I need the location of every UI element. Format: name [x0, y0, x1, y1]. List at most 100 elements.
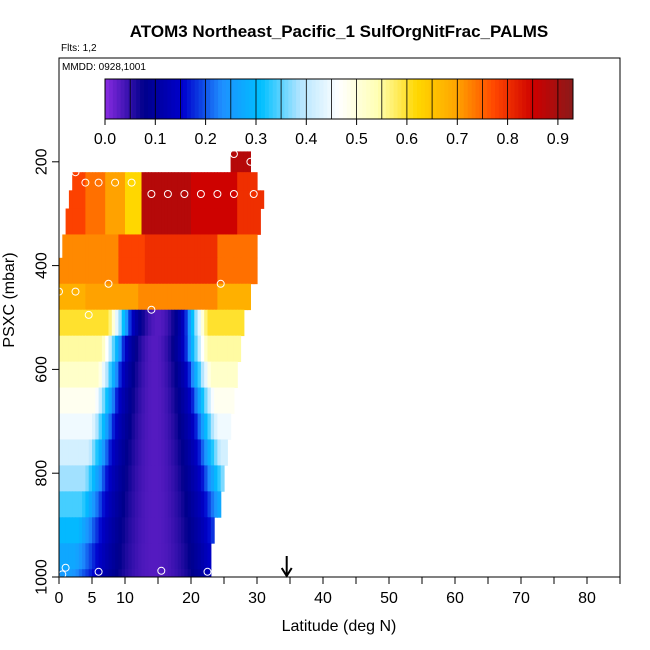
- heatmap-cell: [167, 190, 172, 209]
- heatmap-cell: [68, 335, 73, 363]
- heatmap-cell: [191, 309, 195, 337]
- heatmap-cell: [65, 491, 70, 518]
- heatmap-cell: [78, 569, 83, 578]
- heatmap-cell: [138, 439, 143, 466]
- heatmap-cell: [224, 439, 228, 466]
- heatmap-cell: [108, 283, 113, 311]
- colorbar-segment: [510, 79, 515, 119]
- colorbar-segment: [389, 79, 395, 119]
- heatmap-cell: [197, 172, 202, 191]
- heatmap-cell: [95, 413, 100, 440]
- heatmap-cell: [75, 387, 80, 414]
- x-tick-label: 5: [88, 590, 97, 607]
- heatmap-cell: [118, 172, 123, 191]
- heatmap-cell: [200, 569, 205, 578]
- heatmap-cell: [191, 234, 195, 259]
- heatmap-cell: [154, 172, 159, 191]
- heatmap-cell: [161, 439, 166, 466]
- colorbar-segment: [124, 79, 129, 119]
- latitude-marker: [280, 556, 293, 578]
- colorbar-tick-label: 0.2: [194, 131, 216, 148]
- heatmap-cell: [125, 190, 129, 209]
- heatmap-cell: [181, 172, 185, 191]
- heatmap-cell: [105, 387, 110, 414]
- heatmap-cell: [148, 283, 152, 311]
- heatmap-cell: [65, 517, 70, 544]
- colorbar-segment: [241, 79, 246, 119]
- heatmap-cell: [174, 208, 179, 235]
- colorbar-segment: [436, 79, 441, 119]
- heatmap-cell: [138, 517, 143, 544]
- x-tick-label: 20: [182, 590, 200, 607]
- heatmap-cell: [78, 283, 83, 311]
- date-annotation: MMDD: 0928,1001: [62, 62, 146, 73]
- heatmap-cell: [164, 190, 169, 209]
- heatmap-cell: [243, 283, 248, 311]
- heatmap-cell: [194, 413, 199, 440]
- heatmap-cell: [197, 257, 202, 285]
- heatmap-cell: [260, 190, 265, 209]
- heatmap-cell: [167, 309, 172, 337]
- heatmap-cell: [78, 309, 83, 337]
- heatmap-cell: [131, 465, 136, 492]
- heatmap-cell: [144, 335, 149, 363]
- heatmap-cell: [59, 439, 63, 466]
- y-tick-label: 600: [34, 356, 51, 383]
- heatmap-cell: [141, 190, 146, 209]
- heatmap-cell: [220, 439, 225, 466]
- colorbar-segment: [553, 79, 558, 119]
- heatmap-cell: [95, 190, 100, 209]
- heatmap-cell: [224, 361, 228, 388]
- heatmap-cell: [177, 517, 182, 544]
- heatmap-cell: [151, 361, 156, 388]
- heatmap-cell: [88, 361, 93, 388]
- heatmap-cell: [210, 190, 215, 209]
- sample-point: [111, 178, 120, 187]
- plot-frame: [58, 57, 621, 578]
- heatmap-cell: [68, 413, 73, 440]
- heatmap-cell: [177, 543, 182, 570]
- colorbar-segment: [479, 79, 484, 119]
- colorbar-segment: [323, 79, 328, 119]
- heatmap-cell: [154, 190, 159, 209]
- sample-point: [246, 157, 255, 166]
- heatmap-cell: [247, 283, 251, 311]
- heatmap-cell: [128, 413, 133, 440]
- heatmap-cell: [158, 208, 162, 235]
- heatmap-cell: [214, 491, 218, 518]
- heatmap-cell: [151, 257, 156, 285]
- colorbar-segment: [339, 79, 344, 119]
- heatmap-cell: [95, 309, 100, 337]
- heatmap-cell: [101, 335, 106, 363]
- sample-point: [163, 190, 172, 198]
- heatmap-cell: [128, 491, 133, 518]
- heatmap-cell: [151, 517, 156, 544]
- heatmap-cell: [65, 413, 70, 440]
- heatmap-cell: [141, 543, 146, 570]
- heatmap-cell: [72, 361, 77, 388]
- heatmap-cell: [92, 283, 96, 311]
- heatmap-cell: [207, 335, 212, 363]
- heatmap-cell: [214, 283, 218, 311]
- heatmap-cell: [144, 465, 149, 492]
- heatmap-cell: [171, 517, 176, 544]
- heatmap-cell: [148, 335, 152, 363]
- colorbar-segment: [190, 79, 196, 119]
- heatmap-cell: [118, 283, 123, 311]
- heatmap-cell: [105, 283, 110, 311]
- y-axis: 200 400 600 800 1000: [34, 148, 59, 595]
- heatmap-cell: [240, 172, 245, 191]
- heatmap-cell: [194, 439, 199, 466]
- heatmap-cell: [144, 543, 149, 570]
- heatmap-cell: [108, 257, 113, 285]
- heatmap-cell: [171, 335, 176, 363]
- heatmap-cell: [224, 172, 228, 191]
- heatmap-cell: [158, 413, 162, 440]
- heatmap-cell: [220, 190, 225, 209]
- sample-point: [127, 178, 136, 187]
- heatmap-cell: [191, 361, 195, 388]
- heatmap-cell: [95, 335, 100, 363]
- heatmap-cell: [158, 491, 162, 518]
- heatmap-cell: [194, 517, 199, 544]
- colorbar-segment: [171, 79, 176, 119]
